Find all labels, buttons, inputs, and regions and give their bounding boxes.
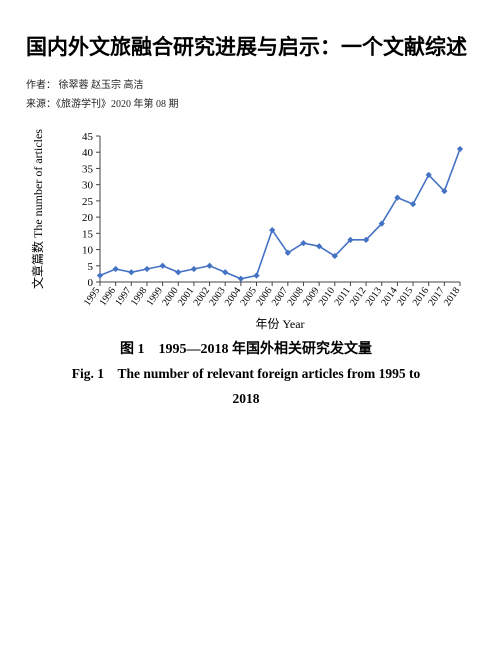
svg-text:30: 30 [82,180,94,192]
svg-text:20: 20 [82,212,94,224]
svg-text:2007: 2007 [270,285,290,308]
svg-text:2002: 2002 [192,285,212,308]
svg-text:2018: 2018 [442,285,462,308]
svg-text:1995: 1995 [82,285,102,308]
svg-text:1999: 1999 [145,285,165,308]
svg-text:35: 35 [82,163,94,175]
svg-text:45: 45 [82,131,94,143]
article-title: 国内外文旅融合研究进展与启示：一个文献综述 [26,28,476,68]
authors-line: 作者： 徐翠蓉 赵玉宗 高洁 [26,76,476,95]
svg-text:2006: 2006 [254,285,274,308]
figure-caption-en-line1: Fig. 1 The number of relevant foreign ar… [22,362,470,387]
svg-text:10: 10 [82,244,94,256]
svg-text:2003: 2003 [207,285,227,308]
svg-text:2016: 2016 [411,285,431,308]
figure-caption-cn: 图 1 1995—2018 年国外相关研究发文量 [22,338,470,358]
source-line: 来源：《旅游学刊》2020 年第 08 期 [26,95,476,114]
figure-caption-en-line2: 2018 [22,387,470,412]
svg-text:1998: 1998 [129,285,149,308]
svg-text:文章篇数 The number of articles: 文章篇数 The number of articles [30,129,45,289]
document-page: 国内外文旅融合研究进展与启示：一个文献综述 作者： 徐翠蓉 赵玉宗 高洁 来源：… [0,0,502,412]
svg-text:2005: 2005 [238,285,258,308]
svg-text:2009: 2009 [301,285,321,308]
svg-text:5: 5 [88,261,94,273]
svg-text:1996: 1996 [98,285,118,308]
svg-text:2011: 2011 [333,285,353,307]
svg-text:2012: 2012 [348,285,368,308]
svg-text:2008: 2008 [285,285,305,308]
svg-text:40: 40 [82,147,94,159]
svg-text:年份 Year: 年份 Year [255,317,304,331]
svg-text:2010: 2010 [317,285,337,308]
svg-text:25: 25 [82,196,94,208]
figure-1: 0510152025303540451995199619971998199920… [22,128,470,412]
line-chart: 0510152025303540451995199619971998199920… [22,128,470,336]
svg-text:2013: 2013 [364,285,384,308]
svg-text:15: 15 [82,228,94,240]
svg-text:2004: 2004 [223,285,243,308]
svg-text:2015: 2015 [395,285,415,308]
svg-text:2017: 2017 [426,285,446,308]
svg-text:2000: 2000 [160,285,180,308]
svg-text:1997: 1997 [113,285,133,308]
svg-text:2001: 2001 [176,285,196,308]
svg-text:2014: 2014 [379,285,399,308]
